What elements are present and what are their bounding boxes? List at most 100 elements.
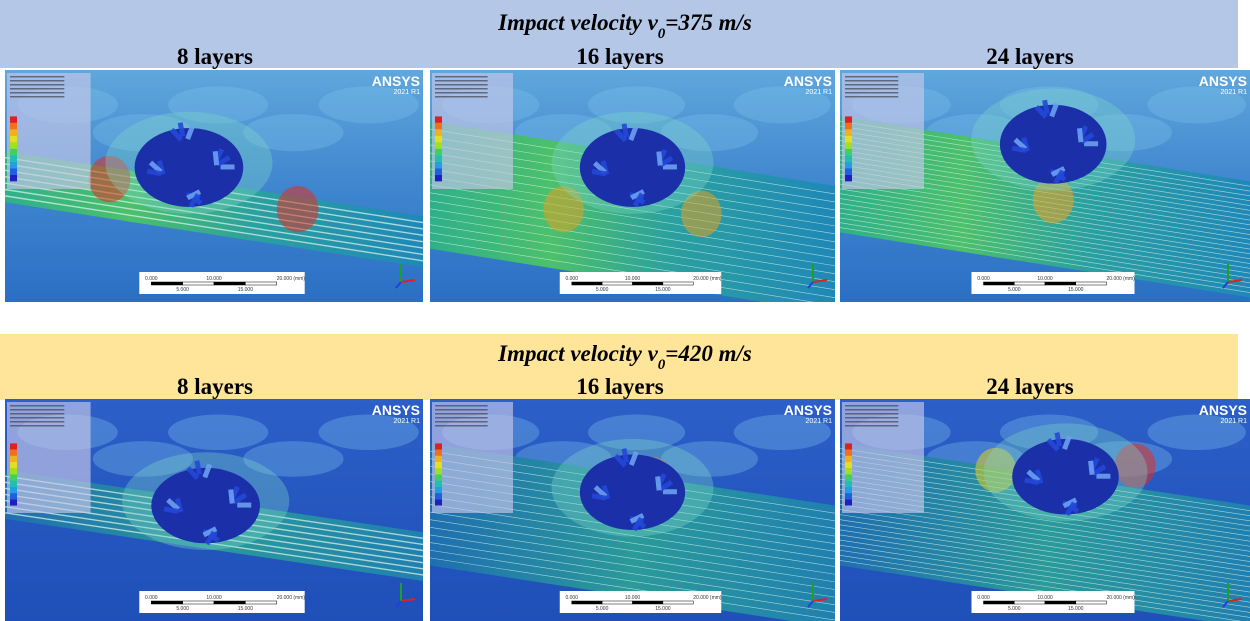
legend-text-line bbox=[10, 413, 64, 415]
legend-text-line bbox=[435, 421, 488, 423]
ansys-release: 2021 R1 bbox=[394, 418, 421, 425]
legend-swatch bbox=[845, 168, 852, 174]
scale-label: 0.000 bbox=[565, 276, 578, 282]
legend-swatch bbox=[10, 149, 17, 155]
column-label: 24 layers bbox=[986, 44, 1074, 69]
scale-label: 10.000 bbox=[625, 595, 641, 601]
title-text: =420 m/s bbox=[665, 341, 752, 366]
legend-swatch bbox=[845, 136, 852, 142]
legend-swatch bbox=[845, 123, 852, 129]
legend-text-line bbox=[845, 96, 898, 98]
scale-label: 20.000 (mm) bbox=[277, 276, 306, 282]
scale-label: 5.000 bbox=[176, 287, 189, 293]
legend-text-line bbox=[845, 417, 898, 419]
column-label: 8 layers bbox=[177, 44, 253, 69]
legend-swatch bbox=[435, 116, 442, 122]
scale-label: 10.000 bbox=[625, 276, 641, 282]
figure: Impact velocity v0=375 m/s8 layers16 lay… bbox=[0, 0, 1250, 621]
legend-swatch bbox=[435, 129, 442, 135]
legend-text-line bbox=[845, 80, 898, 82]
column-label: 8 layers bbox=[177, 374, 253, 399]
legend-swatch bbox=[435, 462, 442, 468]
legend-text-line bbox=[845, 425, 898, 427]
scale-bar-segment bbox=[151, 601, 182, 604]
legend-swatch bbox=[845, 443, 852, 449]
background-patch bbox=[168, 415, 268, 451]
ansys-release: 2021 R1 bbox=[806, 418, 833, 425]
legend-text-line bbox=[10, 76, 64, 78]
legend-text-line bbox=[435, 405, 488, 407]
legend-swatch bbox=[845, 116, 852, 122]
scale-bar-segment bbox=[183, 282, 214, 285]
legend-swatch bbox=[845, 481, 852, 487]
legend-box bbox=[7, 73, 91, 189]
legend-swatch bbox=[10, 487, 17, 493]
legend-swatch bbox=[435, 123, 442, 129]
ansys-release: 2021 R1 bbox=[394, 89, 421, 96]
legend-swatch bbox=[10, 456, 17, 462]
legend-swatch bbox=[845, 149, 852, 155]
legend-swatch bbox=[10, 116, 17, 122]
legend-swatch bbox=[10, 499, 17, 505]
legend-swatch bbox=[10, 123, 17, 129]
legend-swatch bbox=[435, 149, 442, 155]
legend-text-line bbox=[435, 96, 488, 98]
legend-text-line bbox=[845, 421, 898, 423]
legend-text-line bbox=[10, 96, 64, 98]
legend-text-line bbox=[10, 405, 64, 407]
legend-swatch bbox=[435, 136, 442, 142]
scale-bar-segment bbox=[1045, 282, 1076, 285]
scale-bar-segment bbox=[984, 601, 1015, 604]
fiber-debris bbox=[663, 164, 677, 169]
legend-text-line bbox=[10, 409, 64, 411]
legend-text-line bbox=[435, 409, 488, 411]
legend-swatch bbox=[845, 468, 852, 474]
legend-text-line bbox=[10, 417, 64, 419]
stress-spot bbox=[277, 186, 319, 232]
legend-swatch bbox=[845, 462, 852, 468]
scale-label: 0.000 bbox=[145, 595, 158, 601]
column-label: 16 layers bbox=[576, 44, 664, 69]
legend-text-line bbox=[845, 76, 898, 78]
scale-label: 20.000 (mm) bbox=[1107, 595, 1136, 601]
scale-label: 5.000 bbox=[596, 606, 609, 612]
scale-label: 5.000 bbox=[176, 606, 189, 612]
scale-bar-segment bbox=[1076, 601, 1107, 604]
scale-label: 20.000 (mm) bbox=[693, 276, 722, 282]
legend-box bbox=[842, 402, 924, 513]
legend-text-line bbox=[435, 76, 488, 78]
legend-swatch bbox=[435, 443, 442, 449]
legend-swatch bbox=[435, 481, 442, 487]
fiber-debris bbox=[1096, 474, 1110, 479]
ansys-logo: ANSYS bbox=[372, 402, 420, 418]
legend-swatch bbox=[10, 175, 17, 181]
legend-text-line bbox=[435, 80, 488, 82]
ansys-logo: ANSYS bbox=[784, 73, 832, 89]
legend-swatch bbox=[845, 142, 852, 148]
legend-swatch bbox=[435, 168, 442, 174]
scale-bar-segment bbox=[183, 601, 214, 604]
legend-text-line bbox=[435, 413, 488, 415]
scale-bar-segment bbox=[151, 282, 182, 285]
legend-swatch bbox=[845, 175, 852, 181]
legend-swatch bbox=[10, 136, 17, 142]
legend-swatch bbox=[10, 481, 17, 487]
ansys-logo: ANSYS bbox=[1199, 402, 1247, 418]
legend-text-line bbox=[845, 409, 898, 411]
scale-bar-segment bbox=[633, 601, 663, 604]
title-text: =375 m/s bbox=[665, 10, 752, 35]
ansys-release: 2021 R1 bbox=[1221, 418, 1248, 425]
legend-swatch bbox=[845, 499, 852, 505]
legend-swatch bbox=[845, 493, 852, 499]
legend-swatch bbox=[10, 468, 17, 474]
legend-swatch bbox=[10, 168, 17, 174]
simulation-panel: ANSYS2021 R10.00010.00020.000 (mm)5.0001… bbox=[430, 70, 835, 314]
scale-bar-segment bbox=[1045, 601, 1076, 604]
legend-swatch bbox=[10, 493, 17, 499]
legend-swatch bbox=[10, 162, 17, 168]
scale-label: 0.000 bbox=[565, 595, 578, 601]
legend-text-line bbox=[10, 84, 64, 86]
legend-swatch bbox=[435, 456, 442, 462]
